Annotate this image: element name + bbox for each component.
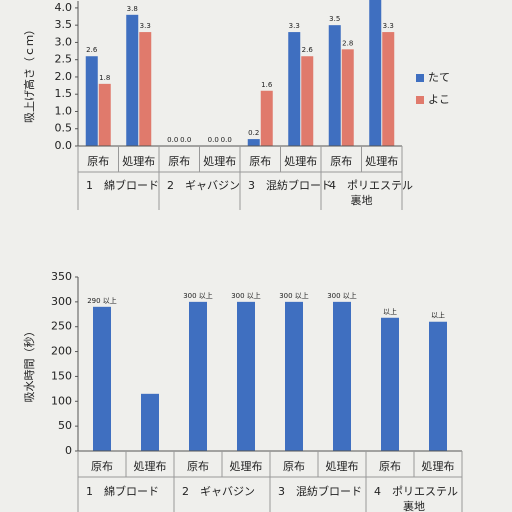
group-label: 3 混紡ブロード	[278, 484, 362, 498]
bars	[93, 301, 447, 451]
y-tick-label: 4.0	[55, 1, 73, 14]
y-tick-label: 200	[51, 345, 72, 358]
value-label: 0.0	[180, 136, 191, 144]
y-tick-label: 1.5	[55, 87, 73, 100]
value-label: 3.3	[383, 22, 394, 30]
group-label: 2 ギャバジン	[167, 179, 240, 192]
value-label: 2.6	[302, 46, 314, 54]
x-tick-label: 処理布	[230, 460, 263, 473]
y-tick-label: 2.0	[55, 70, 73, 83]
y-axis-label: 吸上げ高さ（ｃｍ）	[22, 24, 36, 123]
y-tick-label: 0.5	[55, 122, 73, 135]
y-axis-label: 吸水時間（秒）	[22, 326, 36, 403]
value-label: 3.8	[127, 5, 138, 13]
bar	[260, 90, 273, 146]
bar	[93, 306, 111, 451]
bar	[85, 56, 98, 146]
x-tick-label: 処理布	[203, 155, 236, 168]
x-tick-label: 原布	[379, 460, 401, 473]
y-tick-label: 0.0	[55, 139, 73, 152]
legend-swatch	[416, 96, 424, 104]
y-tick-label: 0	[65, 444, 72, 457]
bar	[381, 317, 399, 451]
value-label: 300 以上	[183, 291, 213, 300]
value-label: 0.2	[248, 129, 259, 137]
x-tick-label: 原布	[330, 155, 352, 168]
bar	[429, 321, 447, 451]
x-tick-label: 処理布	[422, 460, 455, 473]
x-tick-label: 処理布	[122, 155, 155, 168]
y-tick-label: 350	[51, 270, 72, 283]
group-label: 3 混紡ブロード	[248, 178, 332, 192]
legend-swatch	[416, 74, 424, 82]
value-label: 1.8	[99, 74, 110, 82]
bar	[333, 301, 351, 451]
bar	[98, 83, 111, 146]
y-tick-label: 50	[58, 419, 72, 432]
x-tick-label: 処理布	[284, 155, 317, 168]
x-tick-label: 原布	[249, 155, 271, 168]
value-label: 300 以上	[231, 291, 261, 300]
value-label: 3.5	[329, 15, 340, 23]
y-tick-label: 3.5	[55, 18, 73, 31]
y-tick-label: 300	[51, 295, 72, 308]
group-label: 4 ポリエステル	[329, 179, 413, 192]
legend-label: よこ	[428, 93, 450, 106]
value-label: 300 以上	[327, 291, 357, 300]
group-label: 4 ポリエステル	[374, 485, 458, 498]
x-tick-label: 原布	[187, 460, 209, 473]
x-tick-label: 原布	[87, 155, 109, 168]
bar	[237, 301, 255, 451]
value-label: 300 以上	[279, 291, 309, 300]
bar	[369, 0, 382, 146]
value-label: 3.3	[289, 22, 300, 30]
y-tick-label: 3.0	[55, 35, 73, 48]
bar	[288, 32, 301, 147]
group-label: 裏地	[351, 193, 373, 207]
group-label: 1 綿ブロード	[86, 178, 159, 192]
x-tick-label: 原布	[283, 460, 305, 473]
group-label: 裏地	[403, 499, 425, 512]
bar	[247, 139, 260, 146]
y-tick-label: 150	[51, 369, 72, 382]
bar	[341, 49, 354, 147]
y-tick-label: 250	[51, 320, 72, 333]
value-label: 3.3	[140, 22, 151, 30]
y-tick-label: 100	[51, 394, 72, 407]
value-label: 0.0	[167, 136, 178, 144]
x-tick-label: 処理布	[365, 155, 398, 168]
bar	[139, 32, 152, 147]
value-label: 0.0	[221, 136, 232, 144]
value-label: 1.6	[261, 81, 273, 89]
value-label: 2.8	[342, 39, 353, 47]
bar	[382, 32, 395, 147]
y-tick-label: 2.5	[55, 53, 73, 66]
bar	[189, 301, 207, 451]
y-tick-label: 1.0	[55, 104, 73, 117]
x-tick-label: 処理布	[326, 460, 359, 473]
value-label: 290 以上	[87, 296, 117, 305]
value-label: 0.0	[208, 136, 219, 144]
legend-label: たて	[428, 71, 450, 84]
value-label: 以上	[383, 307, 397, 316]
bar	[126, 14, 139, 146]
x-tick-label: 原布	[168, 155, 190, 168]
value-label: 以上	[431, 311, 445, 320]
group-label: 1 綿ブロード	[86, 484, 159, 498]
x-tick-label: 原布	[91, 460, 113, 473]
bars	[85, 0, 395, 147]
bar	[285, 301, 303, 451]
x-tick-label: 処理布	[134, 460, 167, 473]
value-label: 2.6	[86, 46, 98, 54]
bar	[328, 25, 341, 147]
bar	[141, 393, 159, 451]
bar	[301, 56, 314, 146]
group-label: 2 ギャバジン	[182, 485, 255, 498]
